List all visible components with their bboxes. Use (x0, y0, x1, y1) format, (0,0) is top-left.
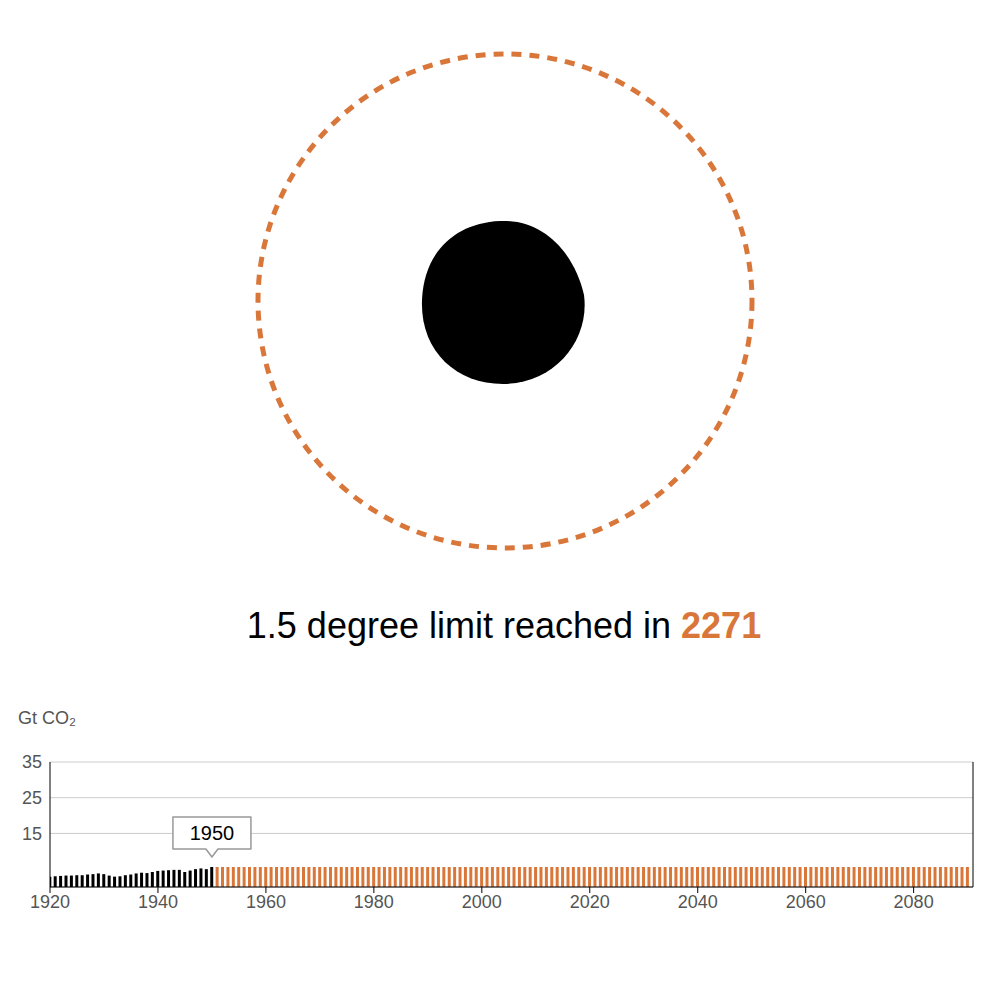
svg-text:2000: 2000 (462, 892, 502, 912)
svg-text:25: 25 (22, 788, 42, 808)
svg-text:1980: 1980 (354, 892, 394, 912)
html-text:1.5 degree limit reached in 22: 1.5 degree limit reached in 2271 (246, 605, 762, 646)
svg-text:2020: 2020 (570, 892, 610, 912)
svg-text:35: 35 (22, 752, 42, 772)
svg-text:1950: 1950 (190, 822, 235, 844)
svg-text:15: 15 (22, 824, 42, 844)
svg-text:2060: 2060 (786, 892, 826, 912)
svg-text:1960: 1960 (246, 892, 286, 912)
svg-text:1940: 1940 (138, 892, 178, 912)
html-text:Gt CO₂: Gt CO₂ (18, 708, 76, 728)
svg-text:2040: 2040 (678, 892, 718, 912)
svg-text:2080: 2080 (894, 892, 934, 912)
svg-text:1920: 1920 (30, 892, 70, 912)
